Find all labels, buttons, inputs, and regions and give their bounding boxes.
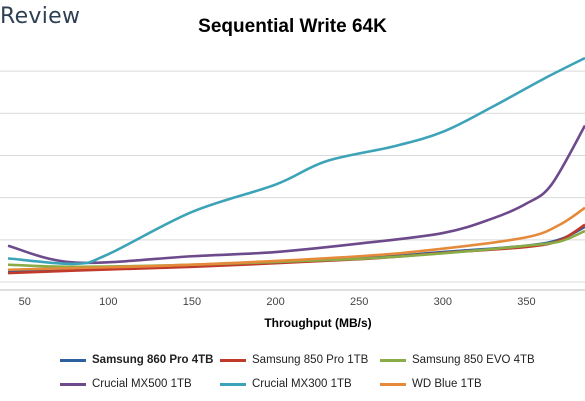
series-line-5 (7, 206, 585, 272)
x-axis-label: Throughput (MB/s) (264, 316, 371, 330)
chart-title: Sequential Write 64K (198, 16, 387, 37)
legend-row: Samsung 860 Pro 4TB Samsung 850 Pro 1TB Sa… (60, 348, 560, 372)
legend-label: WD Blue 1TB (412, 378, 482, 390)
legend-swatch (60, 358, 86, 362)
legend-item: Crucial MX300 1TB (220, 378, 380, 390)
series-lines (7, 56, 585, 275)
x-tick-label: 150 (183, 296, 201, 308)
legend-swatch (220, 382, 246, 386)
legend-swatch (380, 358, 406, 362)
legend-item: Samsung 850 Pro 1TB (220, 354, 380, 366)
x-tick-label: 250 (350, 296, 368, 308)
gridlines (0, 70, 585, 291)
legend-swatch (380, 382, 406, 386)
x-axis-ticks: 50 100 150 200 250 300 350 (19, 296, 536, 308)
legend-item: Crucial MX500 1TB (60, 378, 220, 390)
x-tick-label: 350 (517, 296, 535, 308)
legend-item: Samsung 860 Pro 4TB (60, 354, 220, 366)
legend-swatch (60, 382, 86, 386)
legend-label: Samsung 860 Pro 4TB (92, 354, 214, 366)
legend-item: Samsung 850 EVO 4TB (380, 354, 540, 366)
brand-logo-text: Review (0, 4, 81, 29)
series-line-3 (7, 124, 585, 265)
x-tick-label: 100 (99, 296, 117, 308)
legend-label: Samsung 850 Pro 1TB (252, 354, 369, 366)
legend-item: WD Blue 1TB (380, 378, 540, 390)
legend-label: Crucial MX500 1TB (92, 378, 192, 390)
x-tick-label: 50 (19, 296, 31, 308)
legend-swatch (220, 358, 246, 362)
legend-label: Samsung 850 EVO 4TB (412, 354, 535, 366)
legend-row: Crucial MX500 1TB Crucial MX300 1TB WD Blu… (60, 372, 560, 396)
x-tick-label: 300 (434, 296, 452, 308)
series-line-4 (7, 56, 585, 266)
legend-label: Crucial MX300 1TB (252, 378, 352, 390)
legend: Samsung 860 Pro 4TB Samsung 850 Pro 1TB Sa… (60, 348, 560, 396)
x-tick-label: 200 (266, 296, 284, 308)
